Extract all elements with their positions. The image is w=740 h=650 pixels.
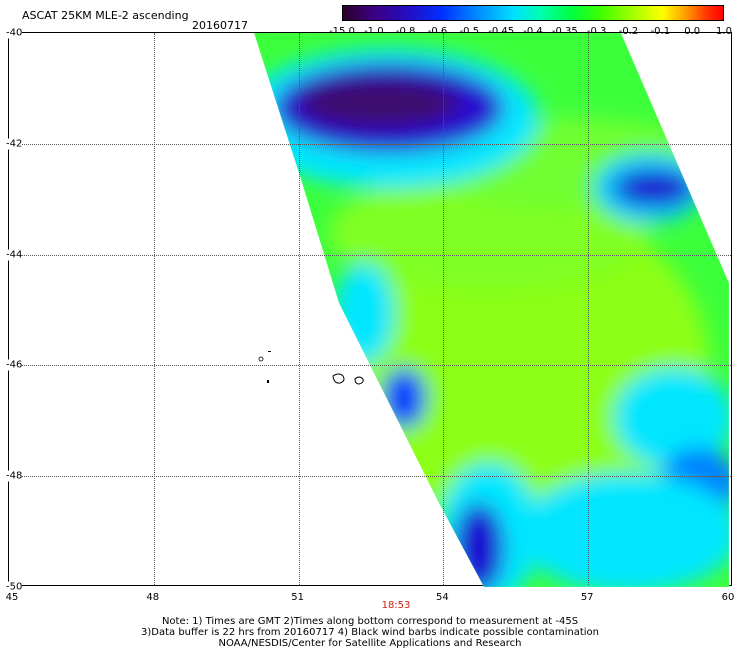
colorbar-tick-label: -0.2 xyxy=(618,26,639,37)
longitude-gridline xyxy=(153,33,155,585)
colorbar-tick-label: -0.45 xyxy=(488,26,515,37)
note-line-3: NOAA/NESDIS/Center for Satellite Applica… xyxy=(218,638,522,649)
latitude-label: -48 xyxy=(6,470,23,482)
latitude-label: -44 xyxy=(6,249,23,261)
longitude-label: 51 xyxy=(291,592,304,603)
longitude-label: 48 xyxy=(146,592,160,603)
blue-west-edge xyxy=(382,368,426,428)
colorbar-tick-label: -0.3 xyxy=(586,26,607,37)
cyan-southeast xyxy=(614,368,729,468)
map-date: 20160717 xyxy=(192,19,248,32)
island-outline xyxy=(332,373,345,384)
latitude-label: -42 xyxy=(6,138,23,150)
longitude-label: 60 xyxy=(721,592,735,603)
latitude-label: -40 xyxy=(6,27,23,39)
map-plot-area: -40 -42 -44 -46 -48 -50 xyxy=(6,27,732,593)
colorbar-tick-label: -0.6 xyxy=(427,26,448,37)
latitude-gridline xyxy=(9,365,731,367)
colorbar-tick-label: 0.0 xyxy=(684,26,701,37)
colorbar-tick-label: -0.1 xyxy=(650,26,671,37)
island-outline xyxy=(354,376,364,385)
island-outline xyxy=(268,351,271,352)
latitude-gridline xyxy=(9,254,731,256)
cyan-west-edge xyxy=(334,263,394,363)
map-title: ASCAT 25KM MLE-2 ascending xyxy=(22,9,189,22)
longitude-gridline xyxy=(588,33,590,585)
colorbar-tick-label: -0.35 xyxy=(551,26,578,37)
longitude-label: 45 xyxy=(5,592,19,603)
latitude-label: -50 xyxy=(6,581,23,593)
latitude-gridline xyxy=(9,143,731,145)
colorbar-tick-label: -0.5 xyxy=(459,26,480,37)
purple-north-core xyxy=(299,78,459,128)
latitude-gridline xyxy=(9,476,731,478)
longitude-label: 57 xyxy=(580,592,594,603)
note-line-1: Note: 1) Times are GMT 2)Times along bot… xyxy=(161,616,579,627)
note-line-2: 3)Data buffer is 22 hrs from 20160717 4)… xyxy=(141,627,599,638)
colorbar xyxy=(342,5,724,21)
longitude-gridline xyxy=(298,33,300,585)
colorbar-tick-label: 1.0 xyxy=(716,26,732,37)
colorbar-tick-label: -0.8 xyxy=(395,26,416,37)
longitude-gridline xyxy=(443,33,445,585)
longitude-label: 54 xyxy=(436,592,449,603)
cyan-south xyxy=(519,473,729,587)
colorbar-tick-label: -15.0 xyxy=(329,26,355,37)
island-outline xyxy=(258,356,264,362)
swath-svg xyxy=(253,33,730,587)
time-label: 18:53 xyxy=(381,600,411,611)
blue-east-low xyxy=(614,170,694,206)
colorbar-tick-label: -0.4 xyxy=(523,26,543,37)
latitude-label: -46 xyxy=(6,359,23,371)
island-outline xyxy=(267,380,269,383)
colorbar-tick-label: -1.0 xyxy=(364,26,384,37)
